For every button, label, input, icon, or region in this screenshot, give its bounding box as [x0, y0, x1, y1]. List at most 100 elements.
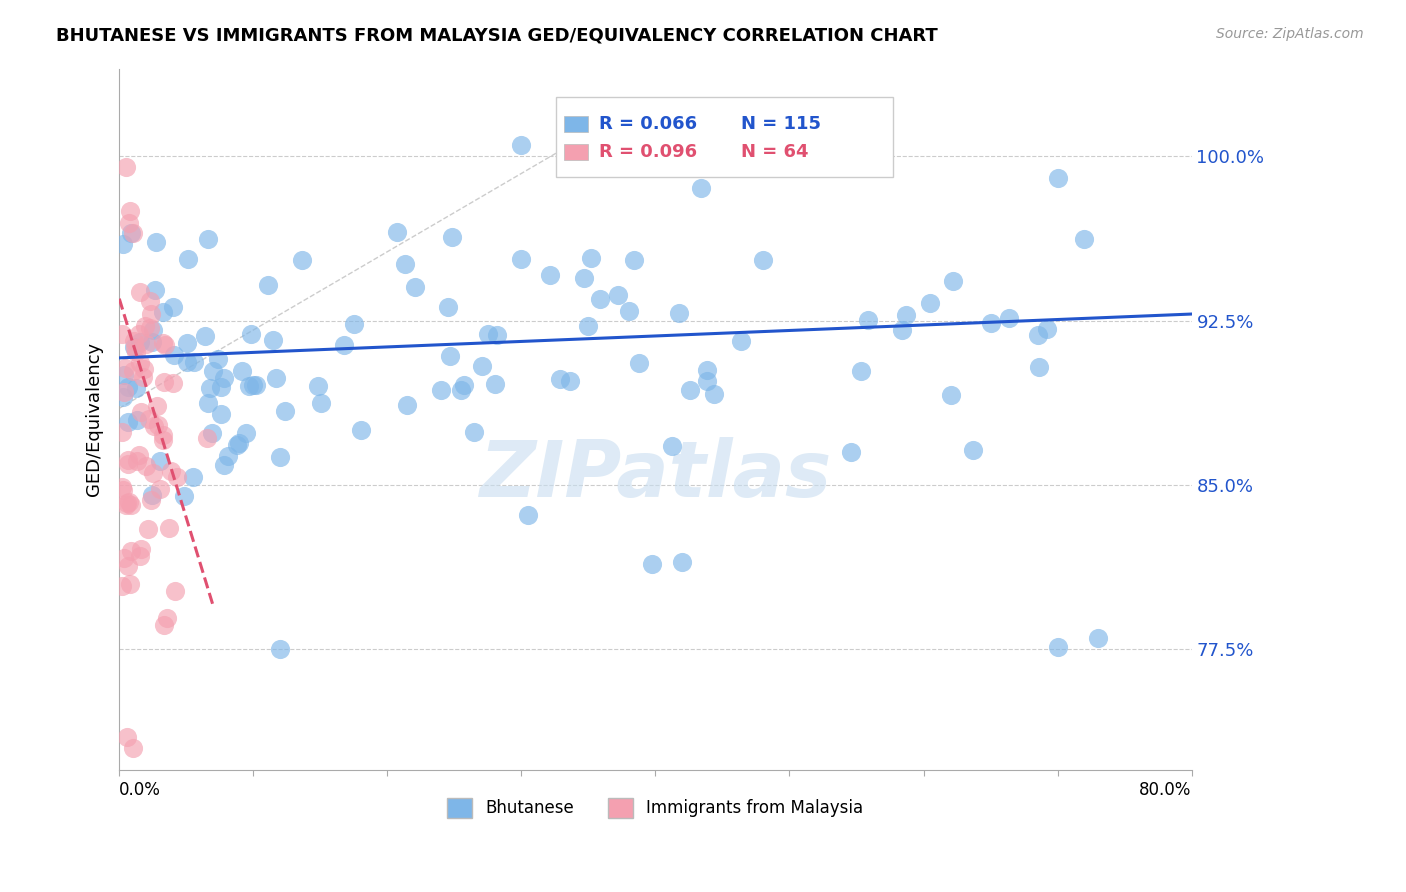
Point: [114, 498, 136, 512]
Point: [579, 251, 602, 265]
Point: [112, 236, 135, 251]
Point: [696, 362, 718, 376]
Point: [349, 423, 371, 437]
Point: [730, 334, 752, 349]
Point: [152, 618, 174, 632]
Point: [471, 359, 494, 374]
Point: [477, 327, 499, 342]
Point: [197, 431, 219, 445]
Text: N = 115: N = 115: [741, 115, 821, 133]
Point: [128, 448, 150, 462]
Point: [395, 398, 418, 412]
Point: [111, 480, 134, 494]
Text: R = 0.096: R = 0.096: [599, 143, 697, 161]
Point: [1046, 640, 1069, 655]
Point: [118, 204, 141, 219]
Point: [217, 449, 239, 463]
Point: [143, 419, 166, 434]
Point: [703, 387, 725, 401]
Point: [231, 363, 253, 377]
Point: [183, 354, 205, 368]
Point: [132, 361, 155, 376]
Point: [117, 558, 139, 573]
Point: [120, 577, 142, 591]
Point: [111, 483, 134, 497]
Point: [117, 496, 139, 510]
Point: [159, 465, 181, 479]
Point: [998, 311, 1021, 326]
Point: [696, 374, 718, 388]
Point: [112, 550, 135, 565]
Point: [152, 336, 174, 351]
Point: [291, 253, 314, 268]
Point: [606, 287, 628, 301]
Point: [127, 454, 149, 468]
Point: [181, 470, 204, 484]
Point: [176, 335, 198, 350]
Point: [141, 488, 163, 502]
Point: [176, 355, 198, 369]
Point: [117, 380, 139, 394]
Point: [343, 317, 366, 331]
Point: [560, 374, 582, 388]
Point: [117, 495, 139, 509]
Point: [120, 543, 142, 558]
Point: [142, 466, 165, 480]
Point: [125, 381, 148, 395]
Point: [117, 415, 139, 429]
Point: [128, 356, 150, 370]
Point: [486, 327, 509, 342]
Point: [307, 379, 329, 393]
Point: [245, 377, 267, 392]
Point: [849, 364, 872, 378]
Point: [142, 323, 165, 337]
Point: [114, 361, 136, 376]
Point: [439, 349, 461, 363]
Point: [856, 312, 879, 326]
Point: [139, 321, 162, 335]
Point: [623, 252, 645, 267]
Point: [134, 318, 156, 333]
Point: [114, 385, 136, 400]
Point: [197, 232, 219, 246]
Point: [668, 306, 690, 320]
Point: [453, 378, 475, 392]
Point: [122, 334, 145, 349]
Point: [238, 379, 260, 393]
Point: [387, 225, 409, 239]
Point: [628, 356, 651, 370]
Point: [641, 557, 664, 571]
Point: [333, 338, 356, 352]
Point: [125, 413, 148, 427]
Point: [450, 384, 472, 398]
Point: [980, 317, 1002, 331]
Point: [121, 741, 143, 756]
Point: [538, 268, 561, 283]
Point: [671, 556, 693, 570]
Point: [941, 388, 963, 402]
Point: [1028, 359, 1050, 374]
Point: [430, 384, 453, 398]
Point: [404, 280, 426, 294]
Point: [122, 340, 145, 354]
Point: [141, 493, 163, 508]
Point: [262, 334, 284, 348]
Point: [149, 454, 172, 468]
Point: [689, 181, 711, 195]
Point: [240, 327, 263, 342]
Point: [212, 458, 235, 473]
Point: [550, 372, 572, 386]
Y-axis label: GED/Equivalency: GED/Equivalency: [86, 343, 103, 496]
Legend: Bhutanese, Immigrants from Malaysia: Bhutanese, Immigrants from Malaysia: [441, 791, 870, 825]
Point: [149, 482, 172, 496]
Point: [129, 541, 152, 556]
Point: [128, 285, 150, 299]
Text: 80.0%: 80.0%: [1139, 781, 1192, 799]
Point: [120, 498, 142, 512]
Point: [661, 439, 683, 453]
Point: [129, 335, 152, 350]
Point: [197, 396, 219, 410]
Point: [1046, 170, 1069, 185]
Point: [163, 348, 186, 362]
Point: [839, 445, 862, 459]
